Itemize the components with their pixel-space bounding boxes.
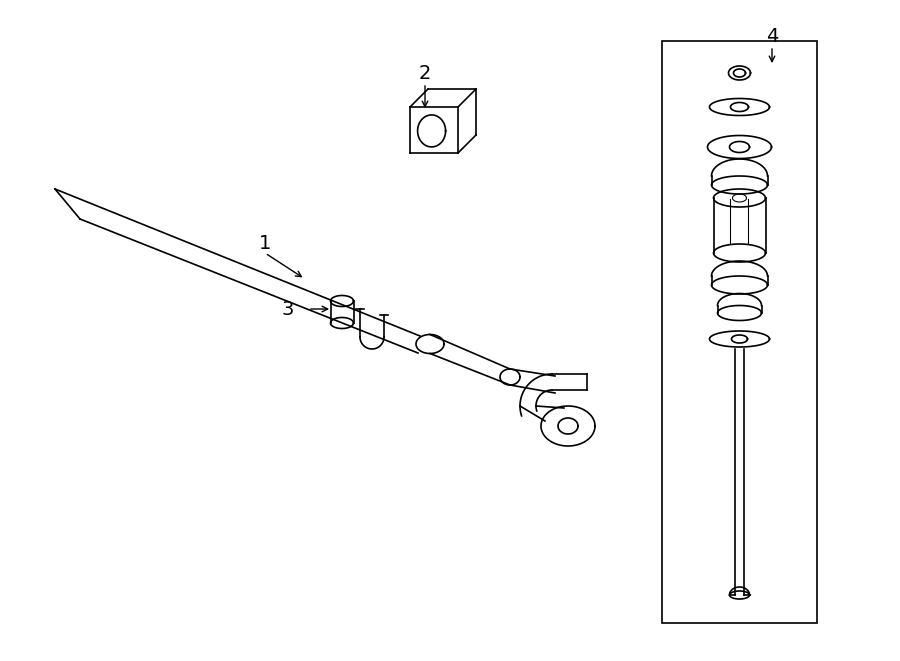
Text: 2: 2 (418, 63, 431, 83)
Text: 1: 1 (259, 233, 271, 253)
Text: 3: 3 (282, 299, 294, 319)
Text: 4: 4 (766, 26, 778, 46)
Bar (662, 41, 817, 623)
